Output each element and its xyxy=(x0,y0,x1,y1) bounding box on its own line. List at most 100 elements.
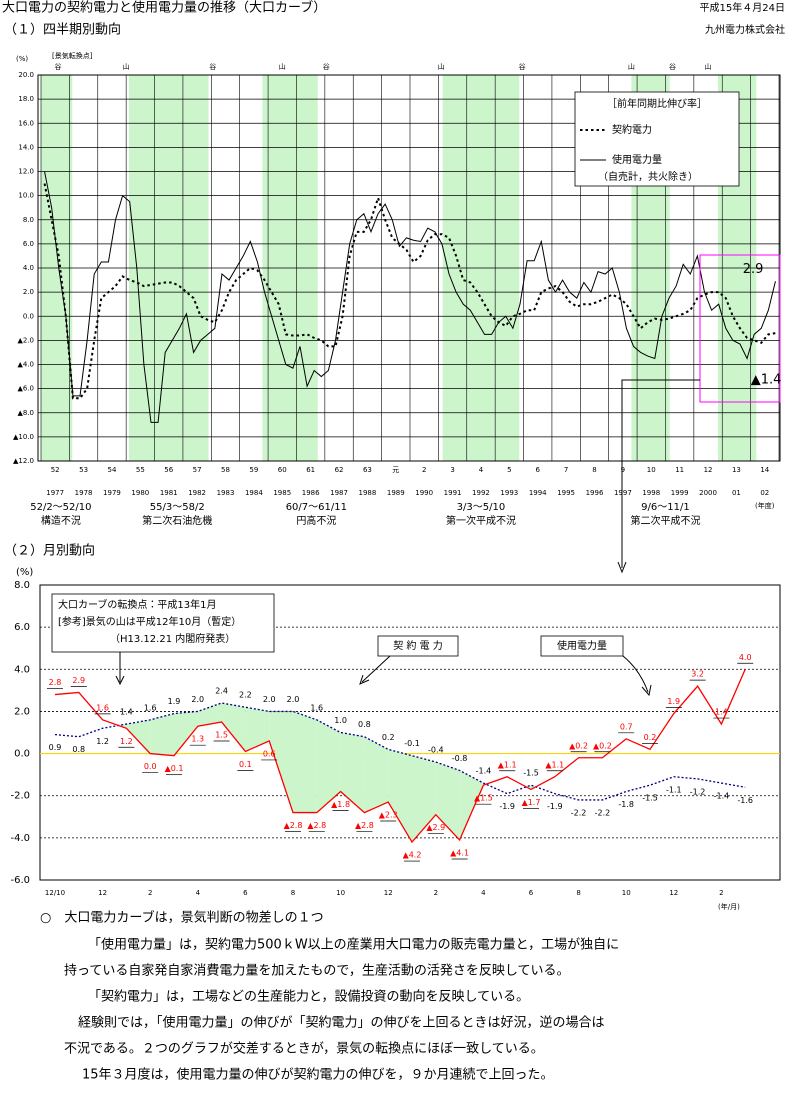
year-label: 1979 xyxy=(103,489,121,497)
x-unit: (年/月) xyxy=(718,902,740,911)
x-tick-label: 3 xyxy=(450,466,454,474)
data-label: -1.1 xyxy=(666,785,682,794)
data-label: 1.4 xyxy=(120,708,133,717)
data-label: 0.9 xyxy=(49,743,62,752)
x-tick-label: 10 xyxy=(336,889,345,897)
data-label: 1.2 xyxy=(96,737,109,746)
data-label: ▲0.2 xyxy=(569,741,588,750)
year-label: 1991 xyxy=(444,489,462,497)
data-label: 0.7 xyxy=(620,722,633,731)
y-tick-label: ▲8.0 xyxy=(17,409,34,417)
x-tick-label: 9 xyxy=(621,466,625,474)
year-label: 1995 xyxy=(557,489,575,497)
data-label: -1.5 xyxy=(523,769,539,778)
legend-label: 契約電力 xyxy=(612,123,652,136)
text-line: 持っている自家発自家消費電力量を加えたもので，生産活動の活発さを反映している。 xyxy=(64,964,569,979)
text-heading: ○ 大口電力カーブは，景気判断の物差しの１つ xyxy=(40,910,324,926)
body-text: 「使用電力量」は，契約電力500ｋW以上の産業用大口電力の販売電力量と，工場が独… xyxy=(64,937,619,1083)
chart-title: （２）月別動向 xyxy=(4,543,95,559)
gap-fill xyxy=(412,755,436,843)
year-label: 2000 xyxy=(699,489,717,497)
data-label: -1.8 xyxy=(618,800,634,809)
y-tick-label: 16.0 xyxy=(18,119,34,127)
year-label: 1977 xyxy=(46,489,64,497)
data-label: ▲4.2 xyxy=(403,851,422,860)
data-label: ▲1.8 xyxy=(331,800,350,809)
x-tick-label: 6 xyxy=(243,889,248,897)
y-tick-label: 4.0 xyxy=(23,264,34,272)
y-tick-label: 12.0 xyxy=(18,168,34,176)
data-label: ▲2.8 xyxy=(284,821,303,830)
x-tick-label: 5 xyxy=(507,466,511,474)
data-label: 2.9 xyxy=(72,676,85,685)
x-tick-label: 6 xyxy=(535,466,540,474)
data-label: ▲4.1 xyxy=(450,848,469,857)
y-unit: (%) xyxy=(16,55,28,63)
x-unit: (年度) xyxy=(755,501,775,510)
x-tick-label: 2 xyxy=(422,466,426,474)
callout: 契 約 電 力 xyxy=(393,639,443,652)
chart-title: （１）四半期別動向 xyxy=(4,22,121,38)
data-label: 2.0 xyxy=(287,695,300,704)
year-label: 1978 xyxy=(75,489,93,497)
year-label: 1987 xyxy=(330,489,348,497)
recession-name: 第二次石油危機 xyxy=(142,514,212,527)
data-label: ▲2.8 xyxy=(307,821,326,830)
year-label: 02 xyxy=(760,489,769,497)
annotation: ▲1.4 xyxy=(751,373,782,388)
gap-fill xyxy=(150,713,174,756)
legend-note: （自売計，共火除き） xyxy=(598,170,698,183)
data-label: 1.9 xyxy=(667,697,680,706)
x-tick-label: 4 xyxy=(481,889,486,897)
data-label: 1.6 xyxy=(144,703,157,712)
x-tick-label: 8 xyxy=(576,889,580,897)
data-label: 4.0 xyxy=(739,653,752,662)
y-tick-label: 8.0 xyxy=(14,580,30,591)
recession-name: 第一次平成不況 xyxy=(446,514,516,527)
y-tick-label: 0.0 xyxy=(23,312,34,320)
turning-point-label: 谷 xyxy=(55,62,62,71)
x-tick-label: 62 xyxy=(335,466,344,474)
data-label: -1.2 xyxy=(690,787,706,796)
data-label: 2.2 xyxy=(239,691,252,700)
year-label: 1988 xyxy=(359,489,377,497)
gap-fill xyxy=(245,707,270,752)
x-tick-label: 8 xyxy=(592,466,596,474)
arrow xyxy=(621,379,700,568)
x-tick-label: 12/10 xyxy=(45,889,65,897)
date: 平成15年４月24日 xyxy=(700,1,785,14)
data-label: 0.8 xyxy=(358,720,371,729)
y-tick-label: 2.0 xyxy=(23,288,34,296)
data-label: ▲0.1 xyxy=(165,764,184,773)
recession-period: 9/6～11/1 xyxy=(641,502,690,513)
turning-point-label: 山 xyxy=(123,63,130,71)
data-label: 2.8 xyxy=(49,678,62,687)
y-tick-label: -2.0 xyxy=(10,791,30,802)
year-label: 1993 xyxy=(500,489,518,497)
gap-fill xyxy=(126,719,151,754)
recession-period: 52/2～52/10 xyxy=(30,502,91,513)
note: [参考]景気の山は平成12年10月（暫定） xyxy=(58,615,241,628)
year-label: 1989 xyxy=(387,489,405,497)
turning-point-label: 谷 xyxy=(323,62,330,71)
year-label: 1980 xyxy=(131,489,149,497)
recession-name: 円高不況 xyxy=(296,514,336,527)
data-label: 2.0 xyxy=(191,695,204,704)
y-tick-label: 20.0 xyxy=(18,71,34,79)
data-label: ▲2.8 xyxy=(355,821,374,830)
note: （H13.12.21 内閣府発表） xyxy=(110,632,235,645)
x-tick-label: 2 xyxy=(719,889,723,897)
turning-point-label: 山 xyxy=(279,63,286,71)
x-tick-label: 61 xyxy=(306,466,315,474)
x-tick-label: 12 xyxy=(384,889,393,897)
callout-box xyxy=(377,635,459,657)
y-tick-label: 6.0 xyxy=(23,240,34,248)
year-label: 1984 xyxy=(245,489,263,497)
recession-period: 3/3～5/10 xyxy=(457,502,506,513)
y-tick-label: ▲4.0 xyxy=(17,361,34,369)
text-line: 15年３月度は，使用電力量の伸びが契約電力の伸びを，９か月連続で上回った。 xyxy=(82,1067,554,1083)
note: 大口カーブの転換点：平成13年1月 xyxy=(58,598,217,611)
year-label: 1983 xyxy=(217,489,235,497)
data-label: -1.9 xyxy=(547,802,563,811)
